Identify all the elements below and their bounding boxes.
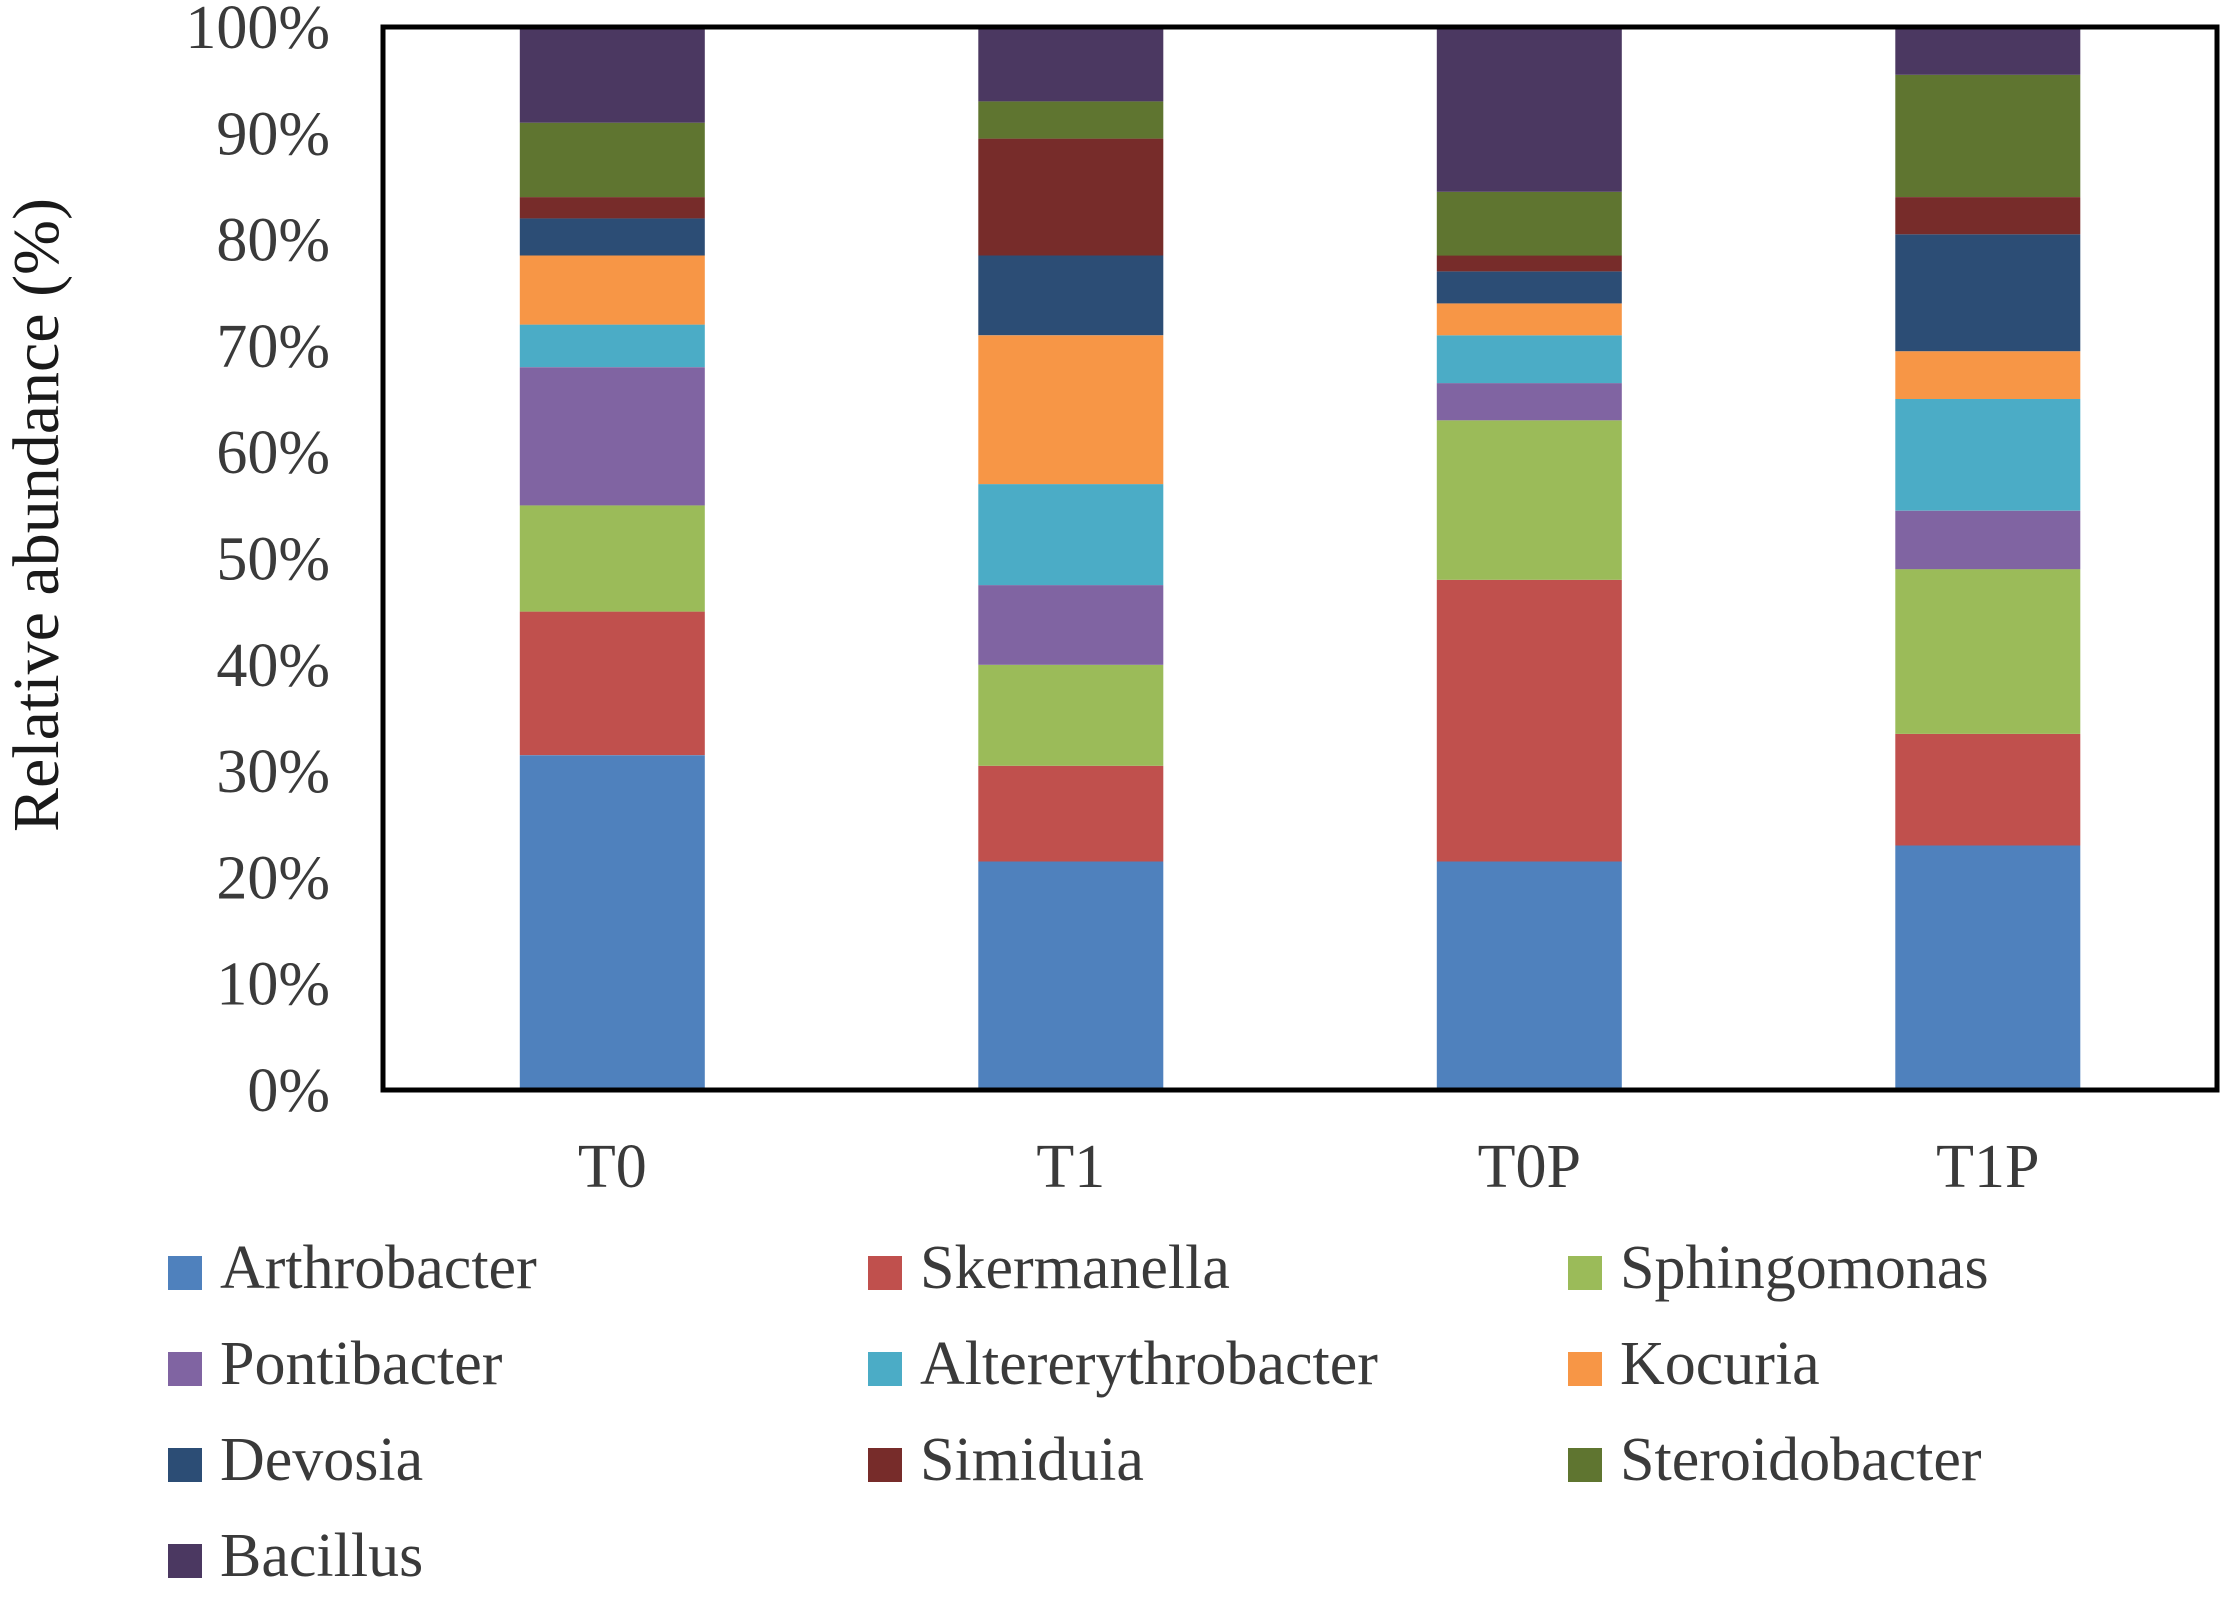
bar-segment-t0-steroidobacter	[519, 122, 705, 198]
legend-swatch-simiduia	[868, 1448, 902, 1482]
y-axis-title: Relative abundance (%)	[0, 198, 73, 832]
legend-label-steroidobacter: Steroidobacter	[1620, 1426, 1982, 1494]
legend: Arthrobacter Skermanella Sphingomonas Ponti…	[168, 1234, 1989, 1590]
y-tick-label: 60%	[216, 419, 330, 487]
bar-segment-t0-altererythrobacter	[519, 324, 705, 368]
bar-segment-t0p-simiduia	[1436, 255, 1622, 272]
bar-segment-t0p-steroidobacter	[1436, 191, 1622, 256]
bar-segment-t1-pontibacter	[978, 585, 1164, 665]
bar-segment-t0p-sphingomonas	[1436, 420, 1622, 580]
legend-label-skermanella: Skermanella	[920, 1234, 1230, 1302]
bar-segment-t1p-pontibacter	[1895, 510, 2081, 570]
bar-segment-t0-arthrobacter	[519, 755, 705, 1090]
bar-segment-t1-skermanella	[978, 765, 1164, 862]
bar-segment-t1p-altererythrobacter	[1895, 399, 2081, 511]
bar-segment-t1p-simiduia	[1895, 197, 2081, 235]
y-tick-label: 90%	[216, 100, 330, 168]
bar-segment-t0-sphingomonas	[519, 505, 705, 612]
bar-segment-t0p-kocuria	[1436, 303, 1622, 336]
legend-label-sphingomonas: Sphingomonas	[1620, 1234, 1989, 1302]
x-tick-label: T0P	[1478, 1133, 1581, 1201]
legend-label-pontibacter: Pontibacter	[220, 1330, 503, 1398]
y-tick-label: 20%	[216, 844, 330, 912]
bar-segment-t1p-arthrobacter	[1895, 845, 2081, 1090]
bar-segment-t0p-bacillus	[1436, 27, 1622, 192]
x-tick-label: T1	[1036, 1133, 1105, 1201]
bar-segment-t1-altererythrobacter	[978, 484, 1164, 586]
bar-segment-t1-bacillus	[978, 27, 1164, 102]
legend-swatch-arthrobacter	[168, 1256, 202, 1290]
bar-segment-t1-arthrobacter	[978, 861, 1164, 1090]
y-tick-label: 0%	[247, 1057, 330, 1125]
bar-segment-t0-skermanella	[519, 611, 705, 756]
bar-segment-t1p-skermanella	[1895, 733, 2081, 846]
legend-label-altererythrobacter: Altererythrobacter	[920, 1330, 1378, 1398]
x-axis-ticks: T0 T1 T0P T1P	[578, 1133, 2040, 1201]
legend-swatch-bacillus	[168, 1544, 202, 1578]
x-tick-label: T1P	[1936, 1133, 2039, 1201]
bar-segment-t1-devosia	[978, 255, 1164, 336]
bar-segment-t0p-devosia	[1436, 271, 1622, 304]
bar-segment-t0p-pontibacter	[1436, 383, 1622, 421]
y-tick-label: 40%	[216, 632, 330, 700]
bar-segment-t1-kocuria	[978, 335, 1164, 485]
y-tick-label: 100%	[185, 0, 330, 62]
y-tick-label: 50%	[216, 526, 330, 594]
bar-segment-t1p-kocuria	[1895, 351, 2081, 399]
bar-segment-t1p-sphingomonas	[1895, 569, 2081, 734]
y-tick-label: 10%	[216, 951, 330, 1019]
bar-segment-t0-pontibacter	[519, 367, 705, 506]
y-tick-label: 80%	[216, 207, 330, 275]
bar-segment-t1p-steroidobacter	[1895, 74, 2081, 197]
bar-segment-t0-devosia	[519, 218, 705, 256]
bar-segment-t0p-arthrobacter	[1436, 861, 1622, 1090]
plot-frame	[380, 24, 2220, 1093]
bar-segment-t0-bacillus	[519, 27, 705, 123]
bar-segment-t1-steroidobacter	[978, 101, 1164, 139]
bar-segment-t1-simiduia	[978, 138, 1164, 256]
legend-label-kocuria: Kocuria	[1620, 1330, 1820, 1398]
legend-swatch-sphingomonas	[1568, 1256, 1602, 1290]
bar-segment-t0p-altererythrobacter	[1436, 335, 1622, 384]
bar-segment-t1p-bacillus	[1895, 27, 2081, 75]
bar-segment-t0-kocuria	[519, 255, 705, 325]
bar-segment-t0-simiduia	[519, 197, 705, 219]
y-axis-ticks: 0% 10% 20% 30% 40% 50% 60% 70% 80% 90% 100%	[185, 0, 330, 1125]
bar-segment-t0p-skermanella	[1436, 579, 1622, 862]
legend-swatch-kocuria	[1568, 1352, 1602, 1386]
legend-swatch-devosia	[168, 1448, 202, 1482]
legend-label-arthrobacter: Arthrobacter	[220, 1234, 537, 1302]
x-tick-label: T0	[578, 1133, 647, 1201]
y-tick-label: 30%	[216, 738, 330, 806]
bar-segment-t1-sphingomonas	[978, 664, 1164, 766]
legend-label-simiduia: Simiduia	[920, 1426, 1144, 1494]
legend-label-bacillus: Bacillus	[220, 1522, 423, 1590]
legend-swatch-skermanella	[868, 1256, 902, 1290]
legend-swatch-altererythrobacter	[868, 1352, 902, 1386]
legend-label-devosia: Devosia	[220, 1426, 423, 1494]
legend-swatch-pontibacter	[168, 1352, 202, 1386]
plot-bars	[519, 27, 2081, 1090]
y-tick-label: 70%	[216, 313, 330, 381]
bar-segment-t1p-devosia	[1895, 234, 2081, 352]
legend-swatch-steroidobacter	[1568, 1448, 1602, 1482]
